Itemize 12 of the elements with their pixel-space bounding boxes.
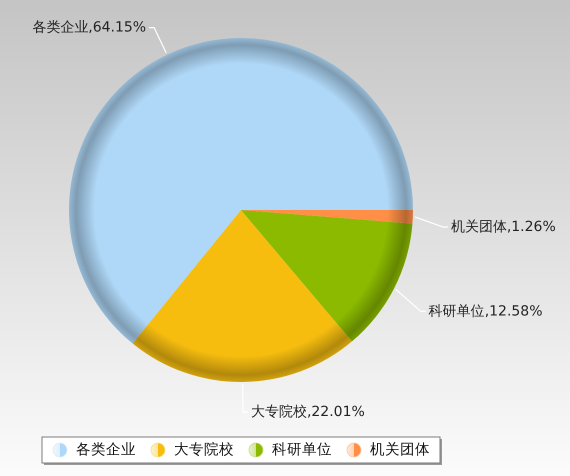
slice-label: 大专院校 [250,404,307,420]
legend-label: 机关团体 [370,441,430,458]
data-label: ,64.15% [88,20,146,36]
slice-label: 科研单位 [428,303,485,320]
legend-label: 科研单位 [272,441,332,458]
data-label: ,12.58% [484,303,543,320]
legend-label: 大专院校 [174,441,234,458]
slice-label: 各类企业 [32,20,88,36]
legend-label: 各类企业 [76,441,136,458]
data-label: ,22.01% [306,404,365,420]
data-label: ,1.26% [506,218,556,235]
slice-label: 机关团体 [450,218,507,235]
